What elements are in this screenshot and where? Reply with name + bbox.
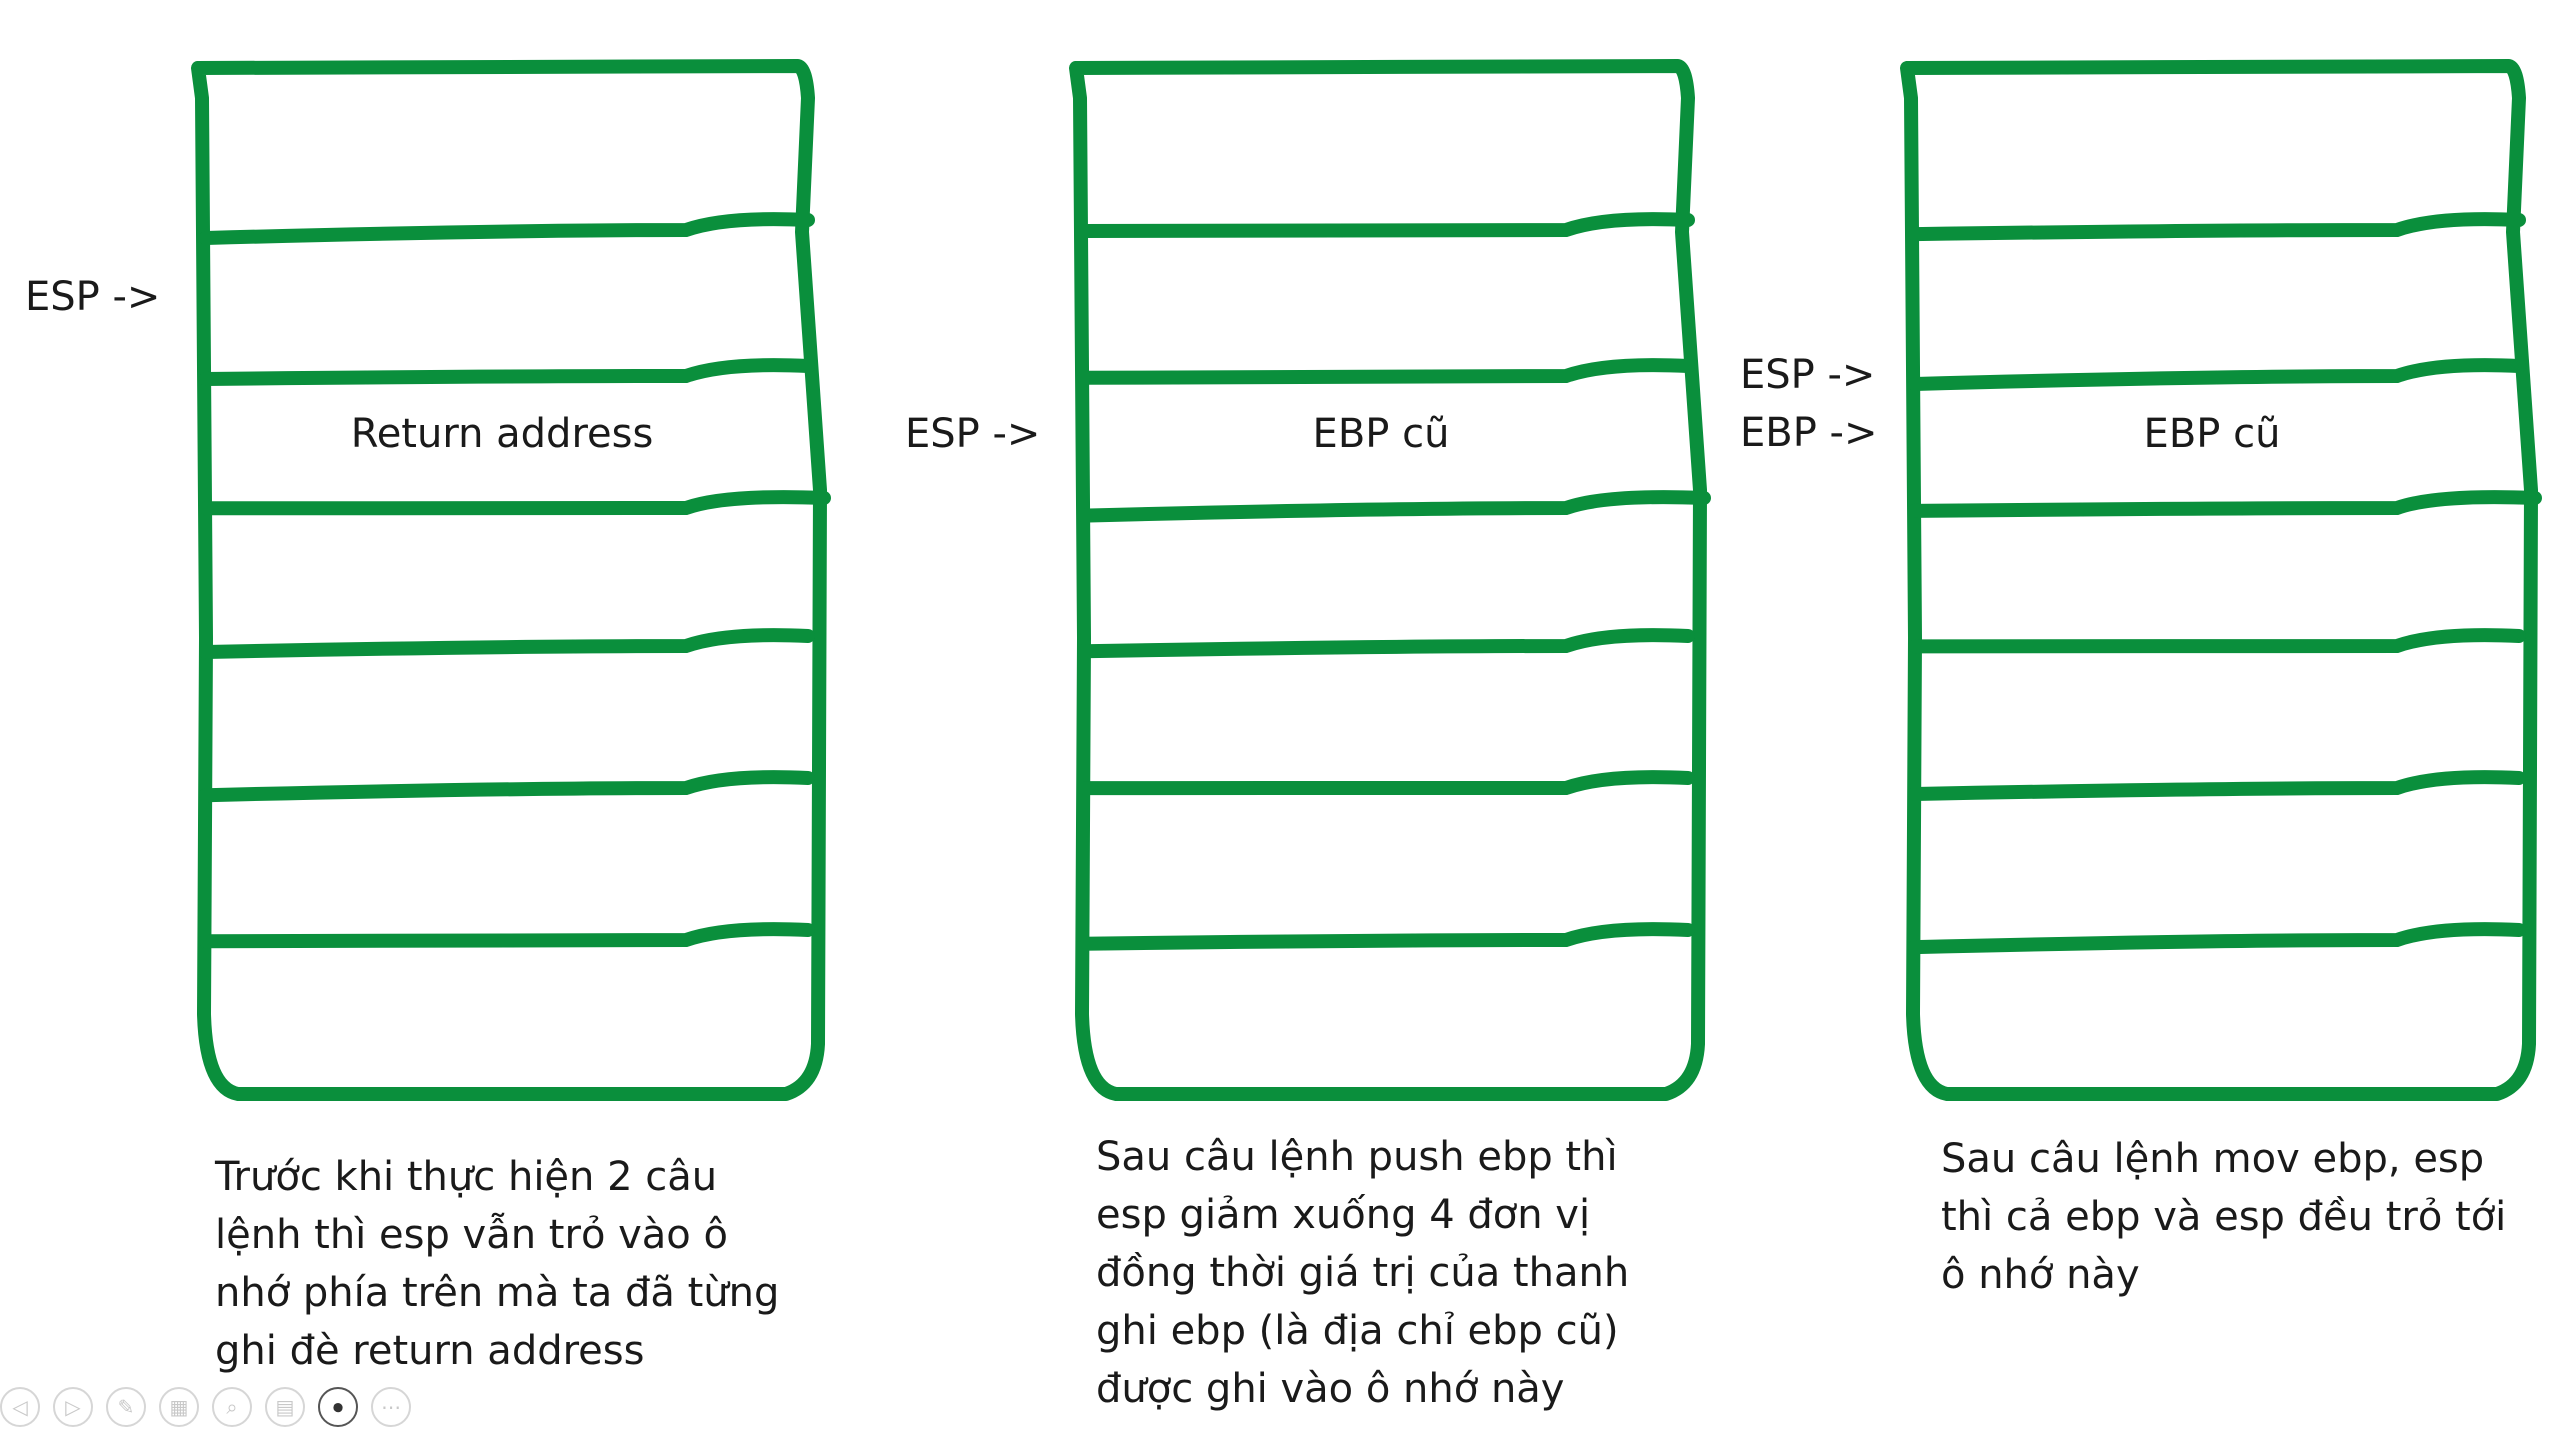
previous-slide-icon: ◁ [12, 1395, 28, 1419]
stack-3 [1900, 59, 2542, 1101]
stack-row-divider [1908, 628, 2526, 654]
subtitles-button[interactable]: ▤ [265, 1387, 305, 1427]
pen-button[interactable]: ✎ [106, 1387, 146, 1427]
stack-outline [1900, 59, 2538, 1101]
stack-2 [1069, 59, 1711, 1101]
zoom-button[interactable]: ⌕ [212, 1387, 252, 1427]
subtitles-icon: ▤ [275, 1395, 295, 1419]
stack-row-divider [199, 358, 815, 386]
stack-row-divider [1908, 212, 2526, 242]
zoom-icon: ⌕ [226, 1395, 238, 1419]
stack-row-divider [1908, 770, 2526, 802]
previous-slide-button[interactable]: ◁ [0, 1387, 40, 1427]
more-options-button[interactable]: ⋯ [371, 1387, 411, 1427]
stack-caption: Sau câu lệnh mov ebp, esp thì cả ebp và … [1941, 1136, 2507, 1298]
stack-caption: Sau câu lệnh push ebp thì esp giảm xuống… [1096, 1134, 1630, 1412]
stack-row-divider [1077, 628, 1695, 659]
next-slide-button[interactable]: ▷ [53, 1387, 93, 1427]
stack-row-divider [1077, 922, 1695, 951]
stack-row-divider [1077, 212, 1695, 238]
stack-cell-label: EBP cũ [1312, 411, 1450, 457]
camera-icon: ⏺ [333, 1395, 343, 1419]
camera-button[interactable]: ⏺ [318, 1387, 358, 1427]
stack-row-divider [1908, 490, 2542, 518]
esp-pointer-label: ESP -> [25, 274, 161, 320]
ebp-pointer-label: EBP -> [1740, 410, 1878, 456]
stack-outline [1069, 59, 1707, 1101]
stack-row-divider [199, 212, 815, 245]
stack-row-divider [1077, 490, 1711, 523]
pen-icon: ✎ [117, 1395, 135, 1419]
next-slide-icon: ▷ [65, 1395, 81, 1419]
stack-outline [191, 59, 827, 1101]
stack-row-divider [1908, 922, 2526, 955]
stack-row-divider [199, 628, 815, 659]
stack-cell-label: Return address [350, 411, 654, 457]
stack-caption: Trước khi thực hiện 2 câu lệnh thì esp v… [215, 1154, 780, 1374]
stack-row-divider [1077, 770, 1695, 796]
stack-row-divider [1908, 358, 2526, 391]
more-options-icon: ⋯ [381, 1395, 401, 1419]
esp-pointer-label: ESP -> [1740, 352, 1876, 398]
slides-grid-button[interactable]: ▦ [159, 1387, 199, 1427]
stack-row-divider [199, 490, 831, 516]
stack-row-divider [1077, 358, 1695, 385]
esp-pointer-label: ESP -> [905, 411, 1041, 457]
stack-row-divider [199, 922, 815, 949]
stack-cell-label: EBP cũ [2143, 411, 2281, 457]
slides-grid-icon: ▦ [169, 1395, 189, 1419]
stack-1 [191, 59, 831, 1101]
slideshow-toolbar: ◁ ▷ ✎ ▦ ⌕ ▤ ⏺ ⋯ [0, 1385, 411, 1429]
stack-row-divider [199, 770, 815, 803]
